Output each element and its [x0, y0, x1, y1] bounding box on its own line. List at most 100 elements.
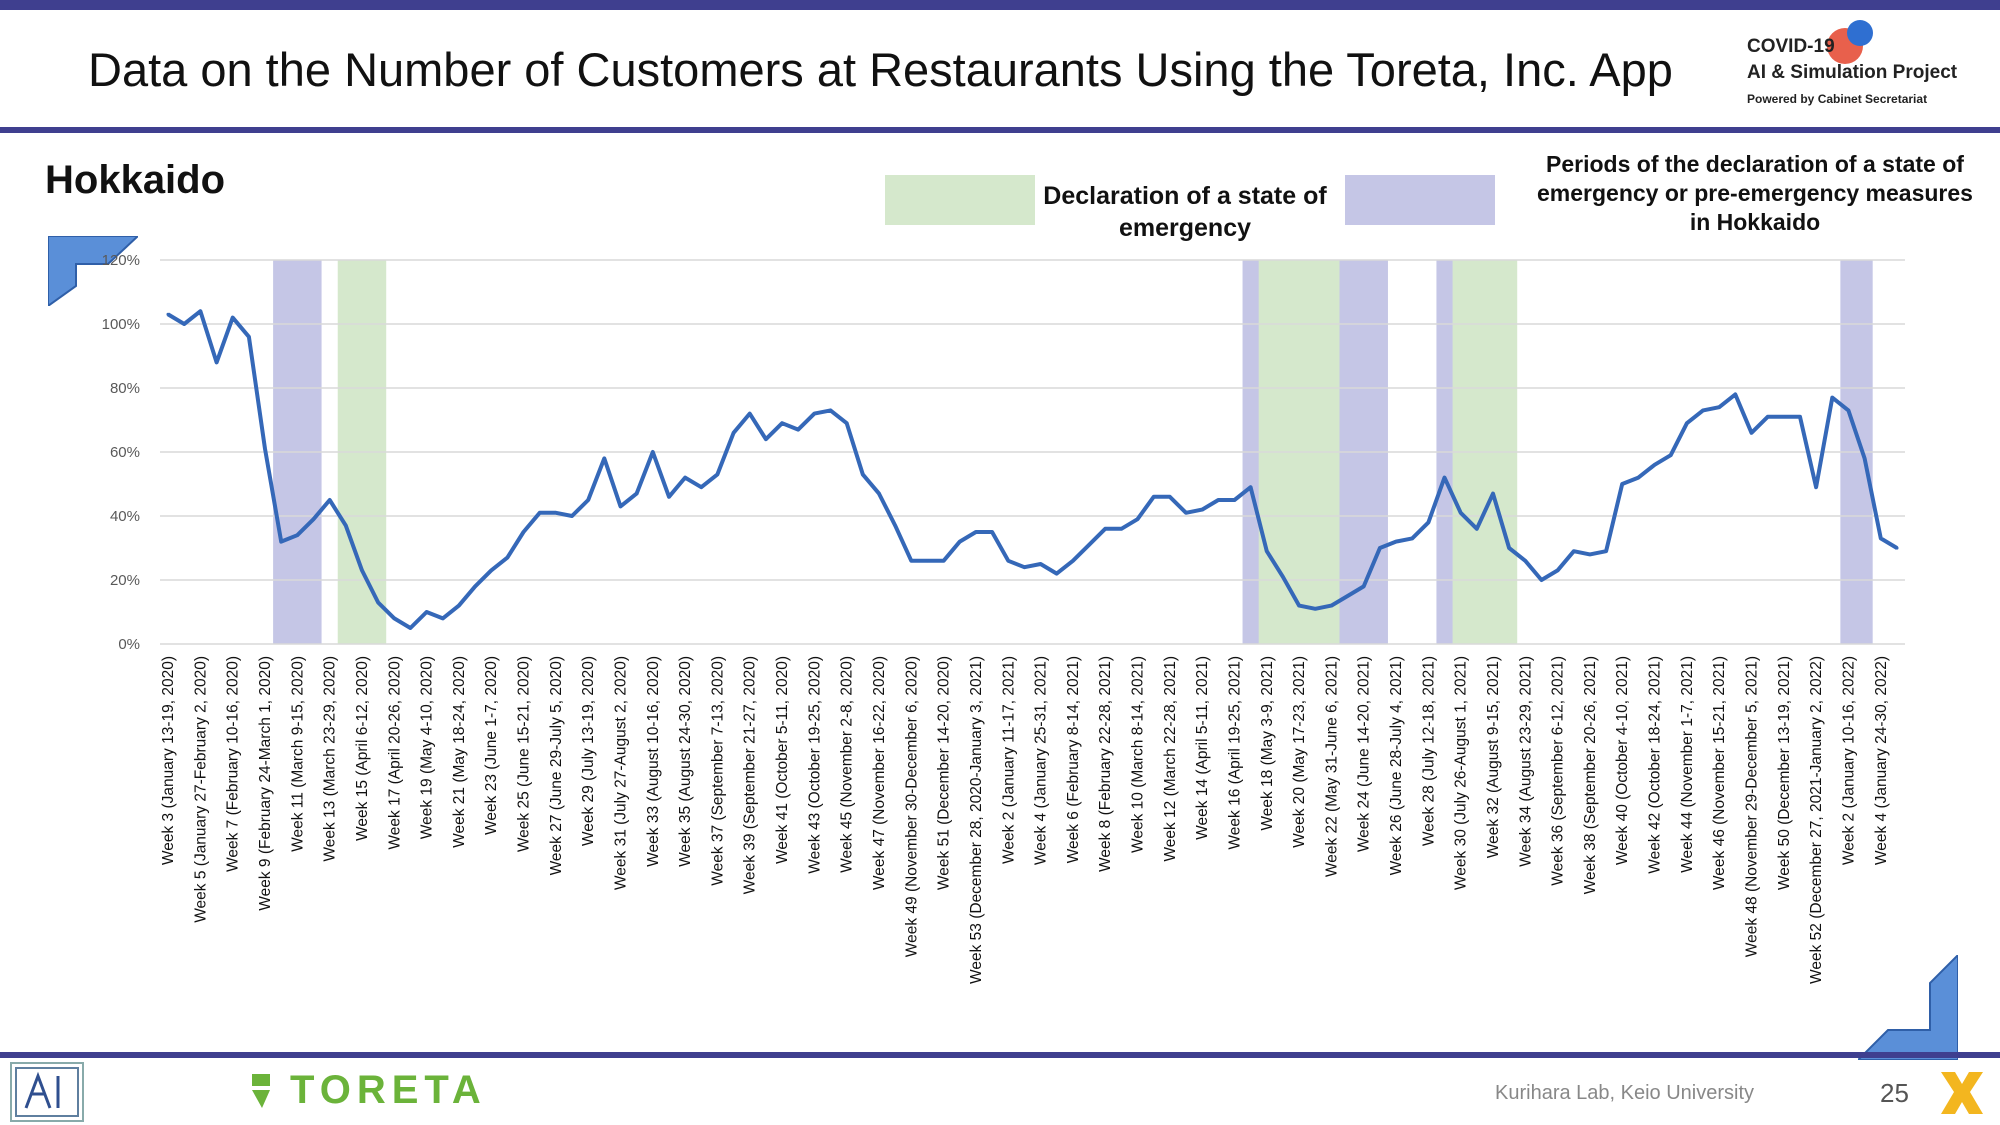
- data-point: [182, 322, 186, 326]
- x-tick-label: Week 24 (June 14-20, 2021): [1356, 656, 1373, 852]
- data-point: [1426, 520, 1430, 525]
- header-divider: [0, 127, 2000, 133]
- x-tick-label: Week 12 (March 22-28, 2021): [1162, 656, 1179, 862]
- x-tick-label: Week 49 (November 30-December 6, 2020): [903, 656, 920, 957]
- data-point: [990, 530, 994, 534]
- data-point: [311, 517, 316, 521]
- data-point: [1281, 575, 1285, 579]
- data-point: [521, 530, 526, 534]
- page-title: Data on the Number of Customers at Resta…: [88, 43, 1673, 96]
- logo-blue-circle: [1847, 20, 1873, 46]
- x-tick-label: Week 37 (September 7-13, 2020): [709, 656, 726, 886]
- data-point: [1168, 495, 1172, 499]
- region-title: Hokkaido: [45, 158, 226, 202]
- page-number: 25: [1880, 1078, 1909, 1108]
- data-point: [392, 616, 396, 621]
- data-point: [974, 530, 978, 534]
- data-point: [1523, 559, 1527, 563]
- data-point: [1297, 604, 1301, 608]
- toreta-brand: TORETA: [290, 1068, 487, 1112]
- data-point: [1830, 396, 1834, 400]
- y-tick-label: 60%: [110, 444, 140, 461]
- data-point: [214, 360, 219, 364]
- data-point: [570, 514, 574, 518]
- x-tick-label: Week 42 (October 18-24, 2021): [1647, 656, 1664, 874]
- x-tick-label: Week 27 (June 29-July 5, 2020): [548, 656, 565, 875]
- data-point: [376, 600, 380, 605]
- data-point: [1249, 485, 1253, 489]
- x-tick-label: Week 22 (May 31-June 6, 2021): [1323, 656, 1340, 877]
- legend-emergency-swatch: [885, 175, 1035, 225]
- x-tick-label: Week 28 (July 12-18, 2021): [1420, 656, 1437, 846]
- data-point: [247, 335, 251, 339]
- data-point: [1669, 453, 1673, 457]
- data-point: [1135, 517, 1140, 521]
- data-point: [1022, 565, 1027, 569]
- data-point: [1071, 559, 1075, 563]
- data-point: [1782, 415, 1786, 419]
- data-point: [1152, 495, 1156, 499]
- data-point: [1038, 562, 1043, 566]
- x-tick-label: Week 26 (June 28-July 4, 2021): [1388, 656, 1405, 875]
- data-point: [715, 472, 720, 476]
- x-tick-label: Week 3 (January 13-19, 2020): [160, 656, 177, 865]
- logo-line-1: COVID-19: [1747, 36, 1835, 57]
- x-tick-label: Week 17 (April 20-26, 2020): [386, 656, 403, 850]
- x-tick-label: Week 13 (March 23-29, 2020): [322, 656, 339, 862]
- data-point: [1103, 527, 1107, 531]
- x-tick-label: Week 43 (October 19-25, 2020): [806, 656, 823, 874]
- data-point: [942, 559, 946, 563]
- x-tick-label: Week 16 (April 19-25, 2021): [1226, 656, 1243, 850]
- legend-pre-emergency-swatch: [1345, 175, 1495, 225]
- y-tick-label: 20%: [110, 572, 140, 589]
- legend-emergency-label: Declaration of a state of emergency: [1043, 182, 1327, 242]
- x-tick-label: Week 14 (April 5-11, 2021): [1194, 656, 1211, 840]
- x-tick-label: Week 36 (September 6-12, 2021): [1550, 656, 1567, 886]
- data-point: [780, 421, 784, 425]
- x-tick-label: Week 29 (July 13-19, 2020): [580, 656, 597, 846]
- x-tick-label: Week 53 (December 28, 2020-January 3, 20…: [968, 656, 985, 984]
- x-tick-label: Week 4 (January 25-31, 2021): [1033, 656, 1050, 865]
- data-point: [279, 540, 283, 544]
- x-tick-label: Week 33 (August 10-16, 2020): [645, 656, 662, 867]
- data-point: [328, 498, 332, 502]
- customers-line-chart: 0% 20% 40% 60% 80% 100% 120% Week 3 (January 13…: [102, 252, 1905, 984]
- data-point: [263, 447, 267, 451]
- data-point: [1895, 546, 1899, 550]
- x-tick-label: Week 31 (July 27-August 2, 2020): [612, 656, 629, 890]
- x-tick-label: Week 34 (August 23-29, 2021): [1517, 656, 1534, 867]
- data-point: [1588, 552, 1592, 557]
- data-point: [473, 584, 477, 589]
- data-point: [198, 309, 202, 313]
- corner-decoration-icon-bottom: [1858, 955, 1958, 1060]
- x-tick-label: Week 4 (January 24-30, 2022): [1873, 656, 1890, 865]
- data-point: [554, 511, 558, 515]
- covid-ai-project-logo: COVID-19 AI & Simulation Project Powered…: [1747, 20, 1987, 120]
- data-point: [231, 316, 235, 320]
- data-point: [1846, 408, 1851, 412]
- y-tick-label: 0%: [118, 636, 140, 653]
- data-point: [909, 559, 913, 563]
- data-point: [1378, 546, 1382, 550]
- data-point: [1459, 511, 1463, 515]
- data-point: [925, 559, 930, 563]
- data-point: [1216, 498, 1220, 502]
- data-point: [1572, 549, 1576, 553]
- data-point: [457, 604, 461, 608]
- data-point: [1119, 527, 1123, 531]
- x-tick-label: Week 39 (September 21-27, 2020): [742, 656, 759, 894]
- y-tick-label: 100%: [102, 316, 140, 333]
- x-tick-label: Week 48 (November 29-December 5, 2021): [1744, 656, 1761, 957]
- x-tick-label: Week 50 (December 13-19, 2021): [1776, 656, 1793, 890]
- footer-divider: [0, 1052, 2000, 1058]
- data-point: [1329, 604, 1334, 608]
- data-point: [667, 495, 671, 499]
- keio-lab-logo-icon: [10, 1062, 84, 1122]
- data-point: [1539, 578, 1544, 582]
- data-point: [1507, 546, 1511, 550]
- x-tick-label: Week 35 (August 24-30, 2020): [677, 656, 694, 867]
- data-point: [1475, 527, 1479, 531]
- data-point: [1620, 482, 1624, 486]
- x-tick-label: Week 2 (January 10-16, 2022): [1840, 656, 1857, 865]
- data-point: [1394, 540, 1398, 544]
